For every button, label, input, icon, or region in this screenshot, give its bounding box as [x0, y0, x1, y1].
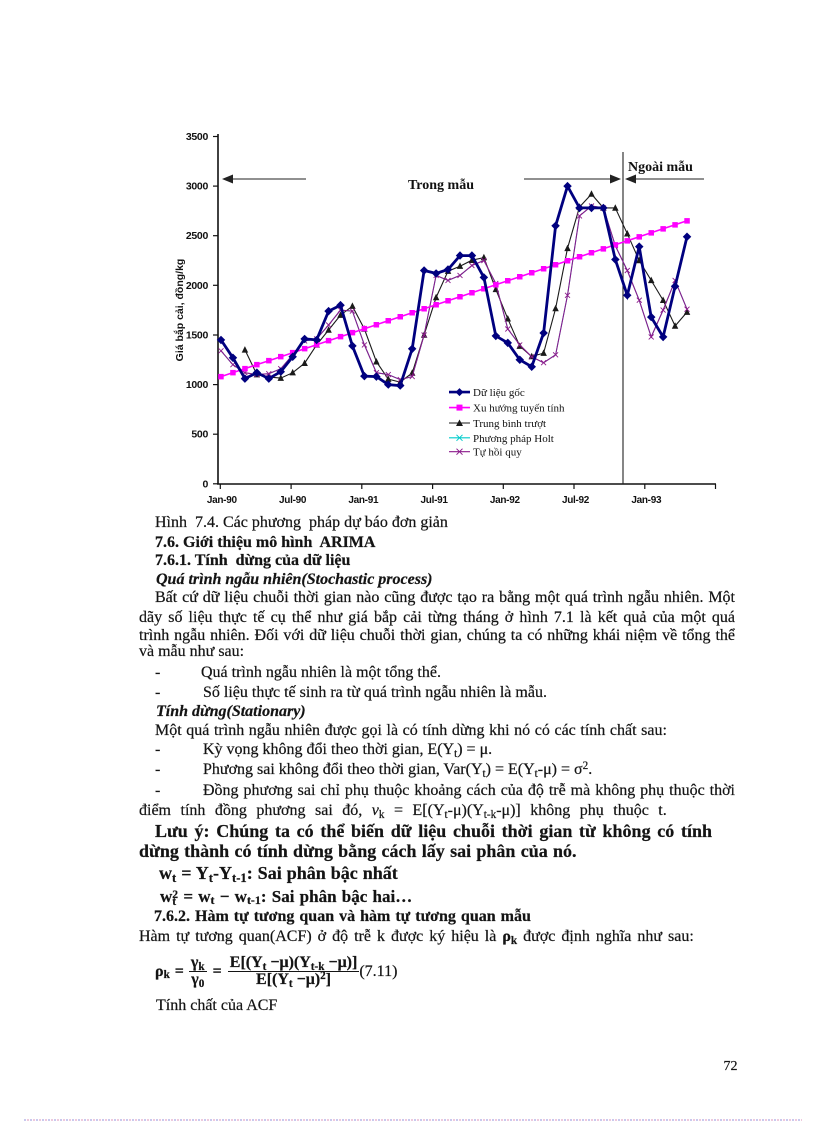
svg-text:Jan-93: Jan-93 [631, 495, 662, 506]
svg-text:Jul-92: Jul-92 [562, 495, 590, 506]
svg-text:Ngoài mẫu: Ngoài mẫu [628, 159, 693, 175]
svg-text:Jan-90: Jan-90 [207, 495, 238, 506]
svg-text:Tự hồi quy: Tự hồi quy [473, 447, 522, 459]
svg-text:1500: 1500 [186, 330, 209, 342]
svg-text:Trung bình trượt: Trung bình trượt [473, 418, 546, 430]
svg-text:3500: 3500 [186, 131, 209, 143]
svg-text:500: 500 [191, 429, 208, 441]
svg-text:2000: 2000 [186, 280, 209, 292]
svg-text:Giá bắp cải, đồng/kg: Giá bắp cải, đồng/kg [173, 259, 186, 362]
svg-text:Xu hướng tuyến tính: Xu hướng tuyến tính [473, 403, 565, 415]
svg-text:Jul-91: Jul-91 [421, 495, 449, 506]
svg-text:Jul-90: Jul-90 [279, 495, 307, 506]
svg-text:0: 0 [202, 478, 208, 490]
svg-text:Jan-91: Jan-91 [348, 495, 379, 506]
svg-text:3000: 3000 [186, 181, 209, 193]
svg-text:Phương pháp Holt: Phương pháp Holt [473, 433, 554, 445]
svg-text:Dữ liệu gốc: Dữ liệu gốc [473, 387, 525, 399]
svg-text:2500: 2500 [186, 230, 209, 242]
svg-text:1000: 1000 [186, 379, 209, 391]
svg-text:Jan-92: Jan-92 [490, 495, 521, 506]
svg-text:Trong mẫu: Trong mẫu [408, 177, 474, 193]
